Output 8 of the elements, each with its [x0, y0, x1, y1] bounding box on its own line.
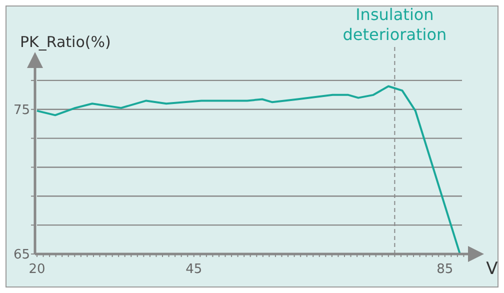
ref-line-label: Insulation deterioration: [342, 5, 447, 44]
y-tick-label: 65: [13, 248, 30, 263]
x-axis-title: V: [486, 259, 498, 279]
x-tick-label: 85: [436, 262, 454, 277]
x-tick-label: 20: [28, 262, 46, 277]
x-tick-label: 45: [186, 262, 202, 277]
y-tick-label: 75: [13, 102, 30, 118]
y-axis-title: PK_Ratio(%): [20, 33, 111, 51]
